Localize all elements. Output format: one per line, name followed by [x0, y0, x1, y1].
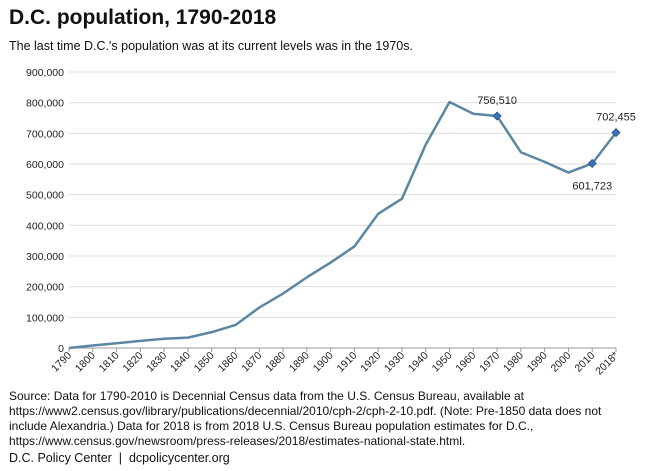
- x-axis-ticks: 1790180018101820183018401850186018701880…: [49, 348, 621, 378]
- y-tick-label: 800,000: [26, 98, 64, 110]
- x-tick-label: 1970: [477, 350, 502, 375]
- x-tick-label: 1800: [73, 350, 98, 375]
- x-tick-label: 1870: [239, 350, 264, 375]
- data-point-marker: [587, 158, 597, 169]
- y-tick-label: 500,000: [26, 190, 64, 202]
- x-tick-label: 1790: [49, 350, 74, 375]
- x-tick-label: 1920: [358, 350, 383, 375]
- y-tick-label: 400,000: [26, 220, 64, 232]
- y-axis-ticks: 0 100,000 200,000 300,000 400,000 500,000 600,…: [26, 67, 64, 355]
- x-tick-label: 1830: [144, 350, 169, 375]
- x-tick-label: 1980: [501, 350, 526, 375]
- x-tick-label: 1910: [335, 350, 360, 375]
- x-tick-label: 1990: [525, 350, 550, 375]
- y-tick-label: 900,000: [26, 67, 64, 79]
- gridlines: [69, 71, 616, 349]
- x-tick-label: 1810: [97, 350, 122, 375]
- y-tick-label: 200,000: [26, 282, 64, 294]
- y-tick-label: 300,000: [26, 251, 64, 263]
- footer-separator: |: [118, 451, 123, 465]
- y-tick-label: 600,000: [26, 159, 64, 171]
- x-tick-label: 2000: [549, 350, 574, 375]
- y-tick-label: 100,000: [26, 312, 64, 324]
- x-tick-label: 1890: [287, 350, 312, 375]
- data-label: 702,455: [596, 112, 636, 124]
- footer-url: dcpolicycenter.org: [128, 451, 230, 465]
- chart-title: D.C. population, 1790-2018: [9, 6, 277, 29]
- x-tick-label: 1960: [453, 350, 478, 375]
- x-tick-label: 1850: [192, 350, 217, 375]
- footer-org: D.C. Policy Center: [9, 451, 112, 465]
- highlight-markers: [492, 111, 621, 169]
- x-tick-label: 1860: [216, 350, 241, 375]
- data-point-marker: [611, 128, 621, 138]
- source-note: Source: Data for 1790-2010 is Decennial …: [9, 389, 602, 448]
- data-labels: 756,510 601,723 702,455: [477, 95, 636, 192]
- data-label: 756,510: [477, 95, 517, 107]
- x-tick-label: 2018*: [593, 350, 621, 378]
- x-tick-label: 1820: [120, 350, 145, 375]
- chart-subtitle: The last time D.C.'s population was at i…: [9, 39, 413, 53]
- x-tick-label: 1900: [311, 350, 336, 375]
- x-tick-label: 1880: [263, 350, 288, 375]
- data-label: 601,723: [572, 180, 612, 192]
- x-tick-label: 1940: [406, 350, 431, 375]
- x-tick-label: 1930: [382, 350, 407, 375]
- y-tick-label: 700,000: [26, 128, 64, 140]
- x-tick-label: 1840: [168, 350, 193, 375]
- population-line-chart: 0 100,000 200,000 300,000 400,000 500,000 600,…: [26, 67, 636, 378]
- population-series-line: [68, 100, 617, 350]
- y-tick-label: 0: [58, 343, 64, 355]
- data-point-marker: [492, 111, 502, 121]
- footer-credit: D.C. Policy Center | dcpolicycenter.org: [9, 451, 230, 465]
- x-tick-label: 1950: [430, 350, 455, 375]
